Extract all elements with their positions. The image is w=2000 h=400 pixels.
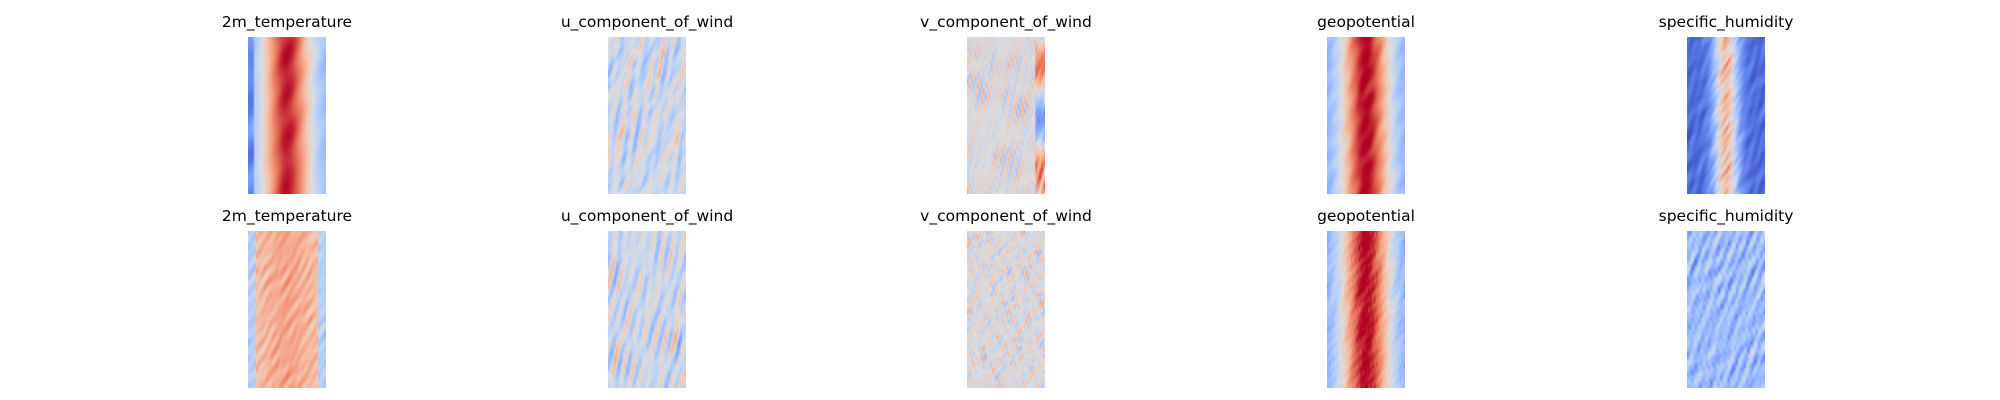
heatmap-2m-temperature [248,231,326,388]
heatmap-v-component-of-wind [967,231,1045,388]
heatmap-specific-humidity [1687,231,1765,388]
heatmap-geopotential [1327,37,1405,194]
panel-title: 2m_temperature [221,13,353,31]
heatmap-geopotential [1327,231,1405,388]
heatmap-v-component-of-wind [967,37,1045,194]
heatmap-u-component-of-wind [608,231,686,388]
panel-title: 2m_temperature [221,207,353,225]
panel-title: u_component_of_wind [560,207,734,225]
panel-title: v_component_of_wind [920,13,1092,31]
panel-title: geopotential [1317,13,1415,31]
panel-title: specific_humidity [1658,13,1794,31]
panel-title: specific_humidity [1658,207,1794,225]
heatmap-specific-humidity [1687,37,1765,194]
panel-title: geopotential [1317,207,1415,225]
heatmap-u-component-of-wind [608,37,686,194]
panel-title: v_component_of_wind [920,207,1092,225]
heatmap-2m-temperature [248,37,326,194]
panel-title: u_component_of_wind [560,13,734,31]
